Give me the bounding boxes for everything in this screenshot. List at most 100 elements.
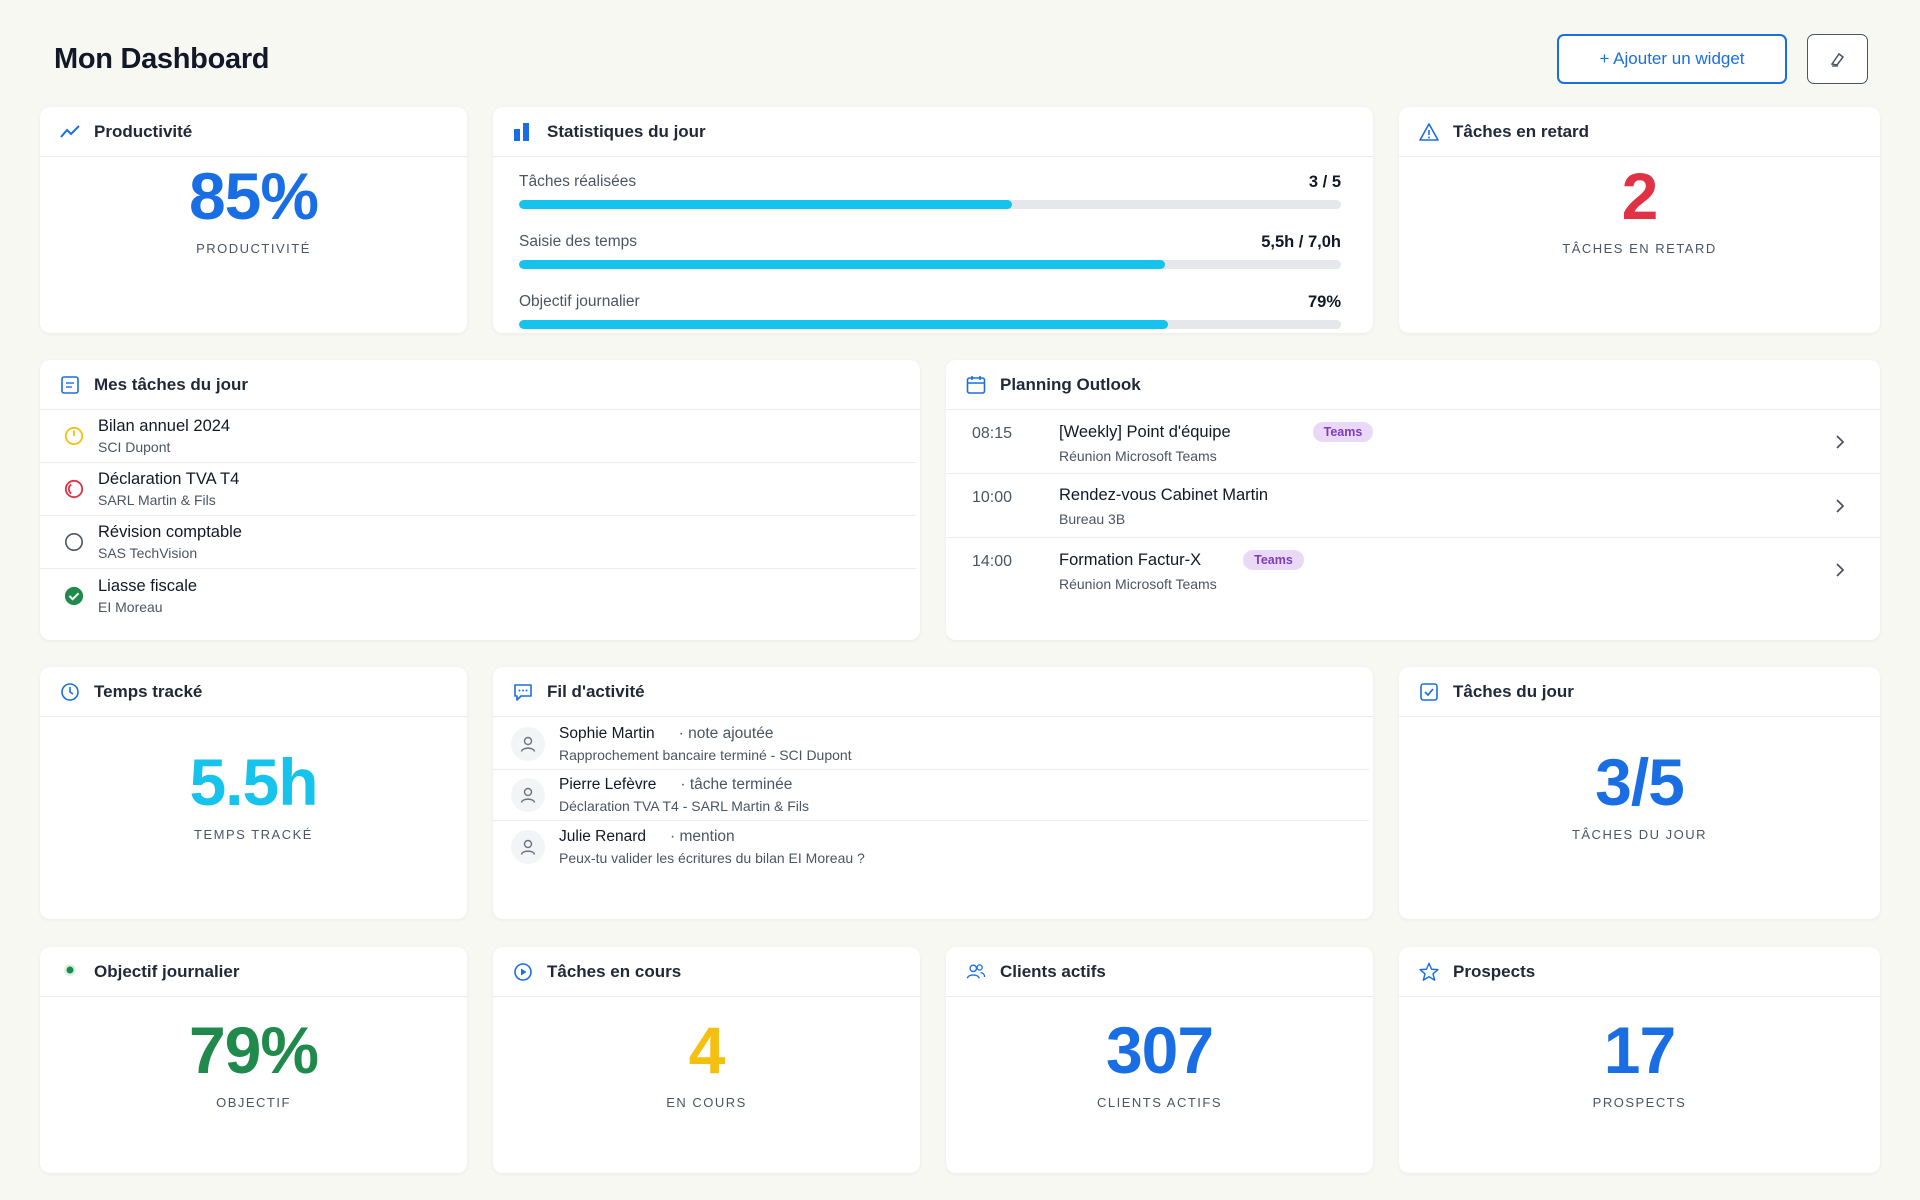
in-progress-header: Tâches en cours bbox=[493, 947, 920, 997]
daily-goal-widget: Objectif journalier 79% OBJECTIF bbox=[40, 947, 467, 1173]
active-clients-body: 307 CLIENTS ACTIFS bbox=[946, 997, 1373, 1110]
stat-label: Tâches réalisées bbox=[519, 173, 637, 190]
prospects-body: 17 PROSPECTS bbox=[1399, 997, 1880, 1110]
prospects-title: Prospects bbox=[1453, 961, 1536, 981]
task-name: Bilan annuel 2024 bbox=[98, 417, 231, 435]
in-progress-value: 4 bbox=[688, 1013, 726, 1087]
planning-header: Planning Outlook bbox=[946, 360, 1880, 410]
clock-icon bbox=[60, 682, 80, 702]
productivity-body: 85% PRODUCTIVITÉ bbox=[40, 157, 467, 256]
warning-triangle-icon bbox=[1419, 122, 1439, 142]
task-item[interactable]: Bilan annuel 2024 SCI Dupont bbox=[40, 410, 916, 463]
todo-status-icon bbox=[64, 532, 84, 552]
activity-item[interactable]: Julie Renard · mention Peux-tu valider l… bbox=[493, 821, 1369, 872]
stats-rows: Tâches réalisées 3 / 5 Saisie des temps … bbox=[493, 157, 1373, 329]
active-clients-header: Clients actifs bbox=[946, 947, 1373, 997]
add-widget-button[interactable]: + Ajouter un widget bbox=[1557, 34, 1787, 84]
avatar bbox=[511, 778, 545, 812]
late-tasks-widget: Tâches en retard 2 TÂCHES EN RETARD bbox=[1399, 107, 1880, 333]
planning-title: Planning Outlook bbox=[1000, 374, 1141, 394]
calendar-icon bbox=[966, 375, 986, 395]
activity-item[interactable]: Pierre Lefèvre · tâche terminée Déclarat… bbox=[493, 770, 1369, 821]
activity-user: Pierre Lefèvre bbox=[559, 776, 657, 793]
daily-goal-title: Objectif journalier bbox=[94, 961, 240, 981]
task-client: SARL Martin & Fils bbox=[98, 492, 216, 508]
play-circle-icon bbox=[513, 962, 533, 982]
planning-item[interactable]: 10:00 Rendez-vous Cabinet Martin Bureau … bbox=[946, 474, 1880, 538]
stat-row: Saisie des temps 5,5h / 7,0h bbox=[493, 231, 1373, 269]
target-dot-icon bbox=[60, 962, 80, 982]
checkbox-icon bbox=[1419, 682, 1439, 702]
stat-progress-fill bbox=[519, 320, 1169, 329]
stat-label: Objectif journalier bbox=[519, 293, 640, 310]
task-client: EI Moreau bbox=[98, 598, 163, 615]
chevron-right-icon[interactable] bbox=[1830, 432, 1850, 452]
stat-progress-track bbox=[519, 260, 1341, 269]
task-name: Révision comptable bbox=[98, 523, 242, 541]
planning-event-subtitle: Réunion Microsoft Teams bbox=[1059, 448, 1217, 464]
check-circle-icon bbox=[64, 586, 84, 606]
active-clients-title: Clients actifs bbox=[1000, 961, 1106, 981]
stat-progress-fill bbox=[519, 260, 1166, 269]
late-status-icon bbox=[64, 479, 84, 499]
activity-item[interactable]: Sophie Martin · note ajoutée Rapprocheme… bbox=[493, 719, 1369, 770]
stats-header: Statistiques du jour bbox=[493, 107, 1373, 157]
page-title: Mon Dashboard bbox=[54, 42, 270, 75]
daily-goal-body: 79% OBJECTIF bbox=[40, 997, 467, 1110]
in-progress-status-icon bbox=[64, 426, 84, 446]
task-client: SCI Dupont bbox=[98, 439, 171, 455]
header-actions: + Ajouter un widget bbox=[1557, 34, 1868, 84]
chevron-right-icon[interactable] bbox=[1830, 560, 1850, 580]
teams-badge: Teams bbox=[1312, 422, 1374, 442]
task-item[interactable]: Révision comptable SAS TechVision bbox=[40, 516, 916, 569]
in-progress-body: 4 EN COURS bbox=[493, 997, 920, 1110]
activity-type: · mention bbox=[670, 827, 735, 845]
stat-value: 79% bbox=[1307, 292, 1341, 311]
late-tasks-value: 2 bbox=[1621, 159, 1659, 233]
late-tasks-label: TÂCHES EN RETARD bbox=[1562, 241, 1717, 256]
my-tasks-widget: Mes tâches du jour Bilan annuel 2024 SCI… bbox=[40, 360, 920, 640]
day-tasks-widget: Tâches du jour 3/5 TÂCHES DU JOUR bbox=[1399, 667, 1880, 919]
active-clients-value: 307 bbox=[1105, 1013, 1214, 1087]
activity-user: Sophie Martin bbox=[559, 725, 655, 742]
in-progress-label: EN COURS bbox=[666, 1095, 747, 1110]
day-tasks-value: 3/5 bbox=[1595, 745, 1685, 819]
task-item[interactable]: Liasse fiscale EI Moreau bbox=[40, 569, 916, 622]
day-tasks-title: Tâches du jour bbox=[1453, 681, 1574, 701]
day-tasks-body: 3/5 TÂCHES DU JOUR bbox=[1399, 717, 1880, 842]
my-tasks-header: Mes tâches du jour bbox=[40, 360, 920, 410]
late-tasks-body: 2 TÂCHES EN RETARD bbox=[1399, 157, 1880, 256]
stat-progress-track bbox=[519, 320, 1341, 329]
star-icon bbox=[1419, 962, 1439, 982]
planning-event-subtitle: Réunion Microsoft Teams bbox=[1059, 576, 1217, 592]
day-tasks-label: TÂCHES DU JOUR bbox=[1571, 827, 1708, 842]
daily-goal-value: 79% bbox=[188, 1013, 319, 1087]
planning-item[interactable]: 14:00 Formation Factur-X Teams Réunion M… bbox=[946, 538, 1880, 602]
productivity-header: Productivité bbox=[40, 107, 467, 157]
prospects-header: Prospects bbox=[1399, 947, 1880, 997]
activity-title: Fil d'activité bbox=[547, 681, 645, 701]
planning-event-subtitle: Bureau 3B bbox=[1059, 511, 1126, 527]
planning-widget: Planning Outlook 08:15 [Weekly] Point d'… bbox=[946, 360, 1880, 640]
teams-badge: Teams bbox=[1243, 550, 1304, 570]
planning-item[interactable]: 08:15 [Weekly] Point d'équipe Teams Réun… bbox=[946, 410, 1880, 474]
activity-widget: Fil d'activité Sophie Martin · note ajou… bbox=[493, 667, 1373, 919]
time-tracked-label: TEMPS TRACKÉ bbox=[194, 827, 313, 842]
activity-description: Déclaration TVA T4 - SARL Martin & Fils bbox=[559, 798, 810, 814]
activity-description: Rapprochement bancaire terminé - SCI Dup… bbox=[559, 747, 852, 763]
list-icon bbox=[60, 375, 80, 395]
planning-time: 10:00 bbox=[972, 489, 1013, 506]
activity-description: Peux-tu valider les écritures du bilan E… bbox=[559, 849, 865, 866]
time-tracked-title: Temps tracké bbox=[94, 681, 203, 701]
eraser-icon bbox=[1828, 49, 1848, 69]
task-list: Bilan annuel 2024 SCI Dupont Déclaration… bbox=[40, 410, 920, 622]
edit-layout-button[interactable] bbox=[1807, 34, 1868, 84]
planning-time: 08:15 bbox=[972, 425, 1013, 442]
stat-progress-fill bbox=[519, 200, 1013, 209]
stat-row: Tâches réalisées 3 / 5 bbox=[493, 171, 1373, 209]
task-item[interactable]: Déclaration TVA T4 SARL Martin & Fils bbox=[40, 463, 916, 516]
activity-user: Julie Renard bbox=[559, 827, 647, 845]
trending-up-icon bbox=[60, 122, 80, 142]
task-name: Liasse fiscale bbox=[98, 576, 198, 595]
chevron-right-icon[interactable] bbox=[1830, 496, 1850, 516]
